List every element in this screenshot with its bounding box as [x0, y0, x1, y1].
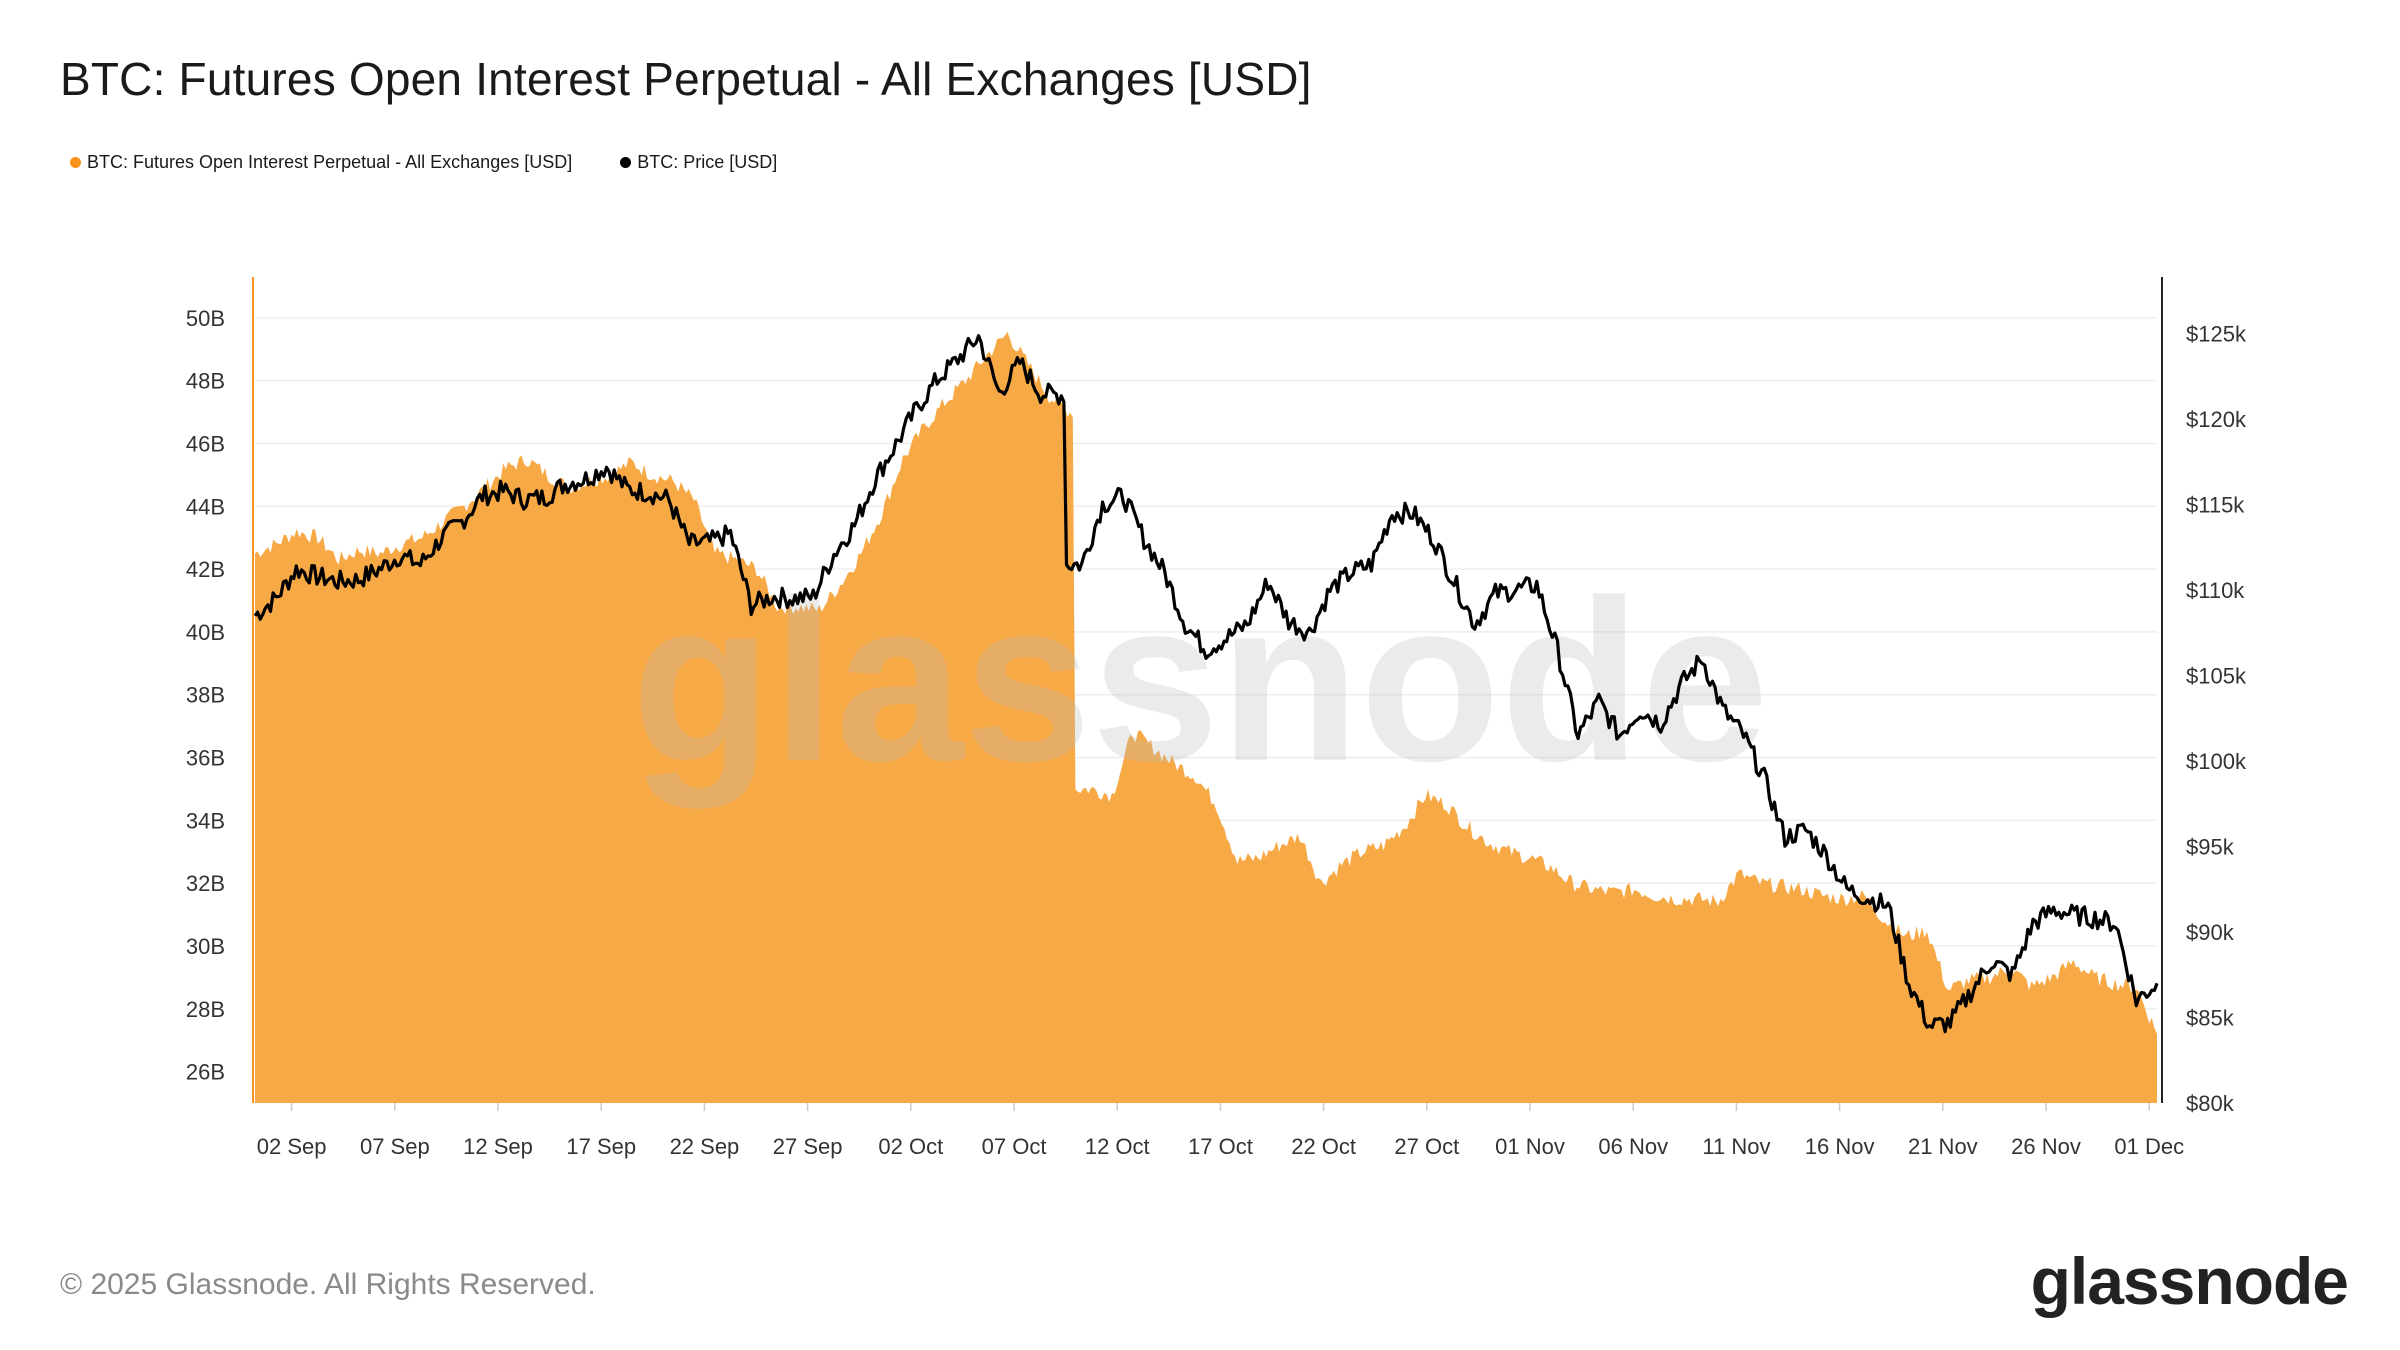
glassnode-logo: glassnode [2030, 1244, 2349, 1318]
x-tick-label: 12 Sep [463, 1134, 533, 1159]
right-tick-label: $85k [2186, 1005, 2235, 1030]
x-tick-label: 21 Nov [1908, 1134, 1978, 1159]
open-interest-area-group [255, 331, 2157, 1103]
legend: BTC: Futures Open Interest Perpetual - A… [70, 152, 777, 173]
left-tick-label: 50B [186, 306, 225, 331]
x-tick-label: 22 Oct [1291, 1134, 1356, 1159]
left-tick-label: 40B [186, 620, 225, 645]
x-tick-label: 06 Nov [1598, 1134, 1668, 1159]
x-tick-label: 12 Oct [1085, 1134, 1150, 1159]
left-tick-label: 42B [186, 557, 225, 582]
legend-item-price[interactable]: BTC: Price [USD] [620, 152, 777, 173]
right-tick-label: $80k [2186, 1091, 2235, 1116]
legend-label-price: BTC: Price [USD] [637, 152, 778, 172]
left-tick-label: 44B [186, 494, 225, 519]
x-tick-label: 26 Nov [2011, 1134, 2081, 1159]
x-tick-label: 07 Sep [360, 1134, 430, 1159]
left-tick-label: 32B [186, 871, 225, 896]
right-tick-label: $125k [2186, 321, 2247, 346]
price-line [253, 334, 2159, 1034]
x-tick-label: 01 Dec [2114, 1134, 2184, 1159]
legend-item-open-interest[interactable]: BTC: Futures Open Interest Perpetual - A… [70, 152, 572, 173]
x-tick-label: 17 Oct [1188, 1134, 1253, 1159]
left-tick-label: 36B [186, 746, 225, 771]
left-tick-label: 46B [186, 431, 225, 456]
x-tick-label: 27 Oct [1394, 1134, 1459, 1159]
x-tick-label: 07 Oct [982, 1134, 1047, 1159]
x-tick-label: 02 Sep [257, 1134, 327, 1159]
right-tick-label: $115k [2186, 492, 2245, 517]
x-tick-label: 16 Nov [1805, 1134, 1875, 1159]
chart-title: BTC: Futures Open Interest Perpetual - A… [60, 53, 1312, 105]
left-tick-label: 26B [186, 1060, 225, 1085]
x-tick-label: 02 Oct [878, 1134, 943, 1159]
open-interest-area [255, 331, 2157, 1103]
left-tick-label: 48B [186, 369, 225, 394]
left-axis-ticks: 26B 28B 30B 32B 34B 36B 38B 40B 42B 44B 46B 48B 50B [186, 306, 225, 1085]
x-tick-label: 11 Nov [1702, 1134, 1770, 1159]
left-tick-label: 28B [186, 997, 225, 1022]
left-tick-label: 38B [186, 683, 225, 708]
x-tick-label: 22 Sep [670, 1134, 740, 1159]
copyright: © 2025 Glassnode. All Rights Reserved. [60, 1268, 596, 1301]
legend-dot-orange-icon [70, 157, 81, 168]
x-tick-label: 01 Nov [1495, 1134, 1565, 1159]
right-tick-label: $110k [2186, 578, 2245, 603]
right-tick-label: $105k [2186, 663, 2247, 688]
watermark: glassnode [631, 552, 1769, 809]
legend-label-open-interest: BTC: Futures Open Interest Perpetual - A… [87, 152, 573, 172]
x-tick-label: 27 Sep [773, 1134, 843, 1159]
right-tick-label: $90k [2186, 920, 2235, 945]
price-line-group [253, 334, 2159, 1034]
left-tick-label: 30B [186, 934, 225, 959]
left-tick-label: 34B [186, 808, 225, 833]
right-tick-label: $120k [2186, 407, 2247, 432]
x-tick-label: 17 Sep [566, 1134, 636, 1159]
right-tick-label: $100k [2186, 749, 2247, 774]
x-axis-ticks: 02 Sep 07 Sep 12 Sep 17 Sep 22 Sep 27 Sep 02 O… [257, 1103, 2184, 1159]
legend-dot-black-icon [620, 157, 632, 168]
right-tick-label: $95k [2186, 834, 2235, 859]
right-axis-ticks: $80k $85k $90k $95k $100k $105k $110k $115k $120… [2186, 321, 2247, 1116]
